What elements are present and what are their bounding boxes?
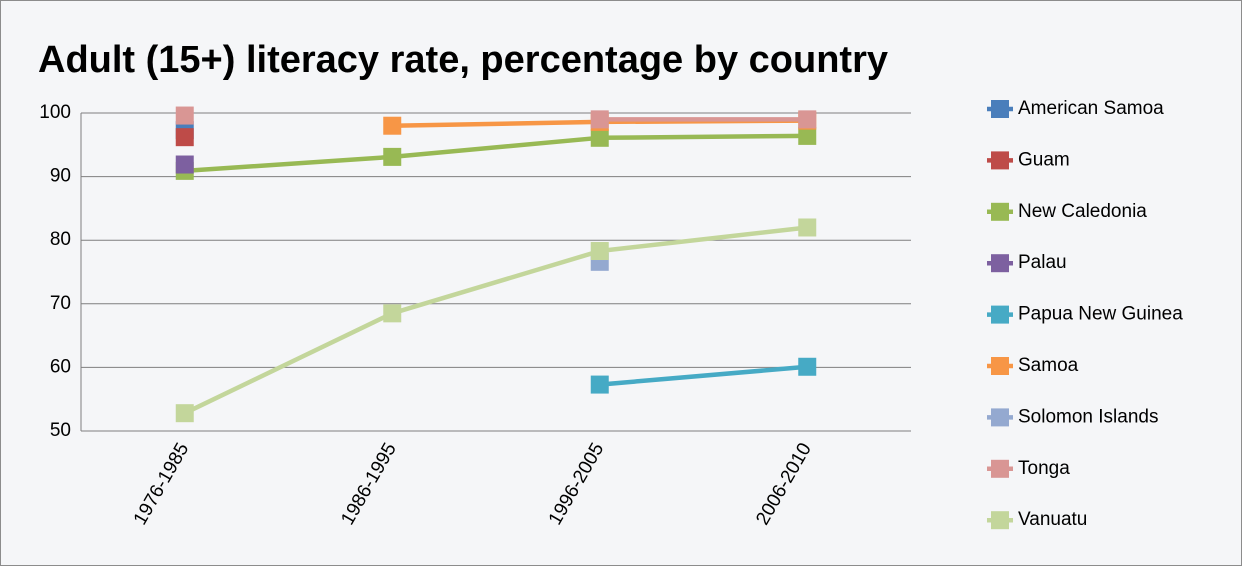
legend-label: Guam: [1018, 149, 1070, 170]
legend-label: New Caledonia: [1018, 201, 1147, 222]
y-tick-label: 60: [50, 356, 71, 377]
data-point: [383, 116, 402, 135]
data-point: [383, 147, 402, 166]
data-point: [590, 128, 609, 147]
data-point: [590, 242, 609, 261]
data-point: [175, 404, 194, 423]
legend-label: Palau: [1018, 252, 1067, 273]
legend-marker: [991, 254, 1009, 273]
chart-title: Adult (15+) literacy rate, percentage by…: [38, 39, 888, 81]
legend-marker: [991, 459, 1009, 478]
data-point: [175, 155, 194, 174]
data-point: [798, 110, 817, 129]
data-point: [175, 106, 194, 125]
legend-label: American Samoa: [1018, 98, 1164, 119]
data-point: [798, 357, 817, 376]
legend-label: Samoa: [1018, 355, 1079, 376]
y-tick-label: 80: [50, 229, 71, 250]
y-tick-label: 70: [50, 293, 71, 314]
y-tick-label: 50: [50, 420, 71, 441]
legend-marker: [991, 357, 1009, 375]
y-tick-label: 100: [39, 102, 71, 123]
legend-marker: [991, 100, 1009, 118]
series-line: [599, 364, 808, 387]
legend-marker: [991, 511, 1009, 530]
series-line: [184, 133, 808, 174]
data-point: [175, 128, 194, 147]
legend-label: Vanuatu: [1018, 509, 1087, 530]
legend-label: Papua New Guinea: [1018, 304, 1183, 325]
legend-marker: [991, 202, 1009, 221]
data-point: [798, 126, 817, 145]
legend-label: Solomon Islands: [1018, 406, 1158, 427]
series-line: [183, 225, 808, 416]
legend-marker: [991, 408, 1009, 427]
legend-marker: [991, 151, 1009, 170]
data-point: [798, 218, 817, 237]
data-point: [590, 110, 609, 129]
y-tick-label: 90: [50, 166, 71, 187]
data-point: [590, 375, 609, 394]
data-point: [383, 304, 402, 323]
legend-marker: [991, 305, 1009, 324]
legend-label: Tonga: [1018, 458, 1070, 479]
